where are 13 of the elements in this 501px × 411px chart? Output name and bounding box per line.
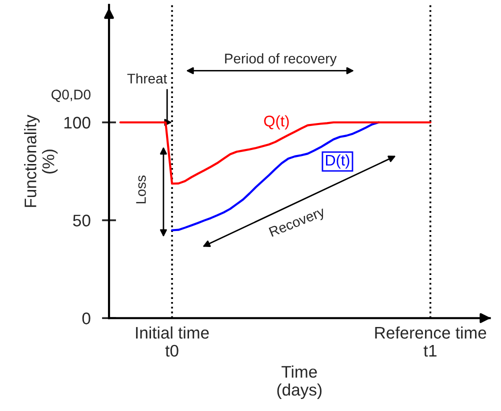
annotation: Period of recovery — [225, 53, 337, 66]
y-axis-title: Functionality (%) — [24, 114, 58, 207]
y-tick-label: 50 — [73, 214, 90, 226]
text: Q0,D0 — [52, 90, 90, 102]
x-axis-title: Time (days) — [277, 365, 322, 399]
y-tick-label: 0 — [82, 312, 90, 324]
series-label: D(t) — [326, 154, 350, 169]
x-tick-label: Initial time t0 — [136, 326, 209, 357]
annotation: Threat — [127, 73, 168, 84]
annotation: Loss — [136, 176, 146, 204]
y-tick-label: 100 — [64, 116, 90, 129]
series-label: Q(t) — [264, 115, 289, 130]
x-tick-label: Reference time t1 — [375, 326, 486, 357]
